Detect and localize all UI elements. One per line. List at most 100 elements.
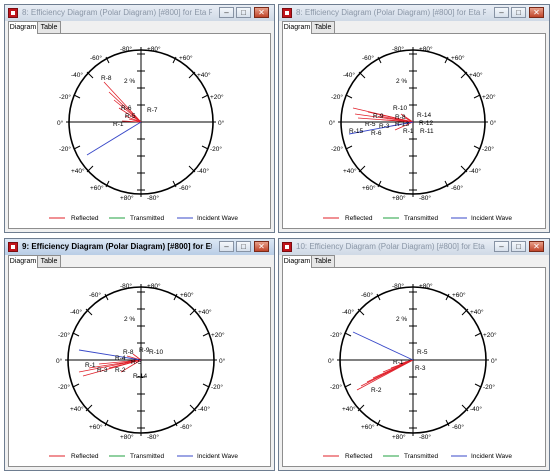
tab-diagram[interactable]: Diagram xyxy=(282,255,312,268)
angle-label: +80° xyxy=(419,282,433,290)
angle-label: -80° xyxy=(147,194,159,202)
diagram-panel: -80° +80° -60° +60° -40° +40° -20° +20° … xyxy=(8,33,271,229)
angle-label: -80° xyxy=(419,433,431,441)
title-bar[interactable]: 8: Efficiency Diagram (Polar Diagram) [#… xyxy=(279,5,549,21)
angle-label: -40° xyxy=(342,308,354,316)
angle-label: +40° xyxy=(469,71,483,79)
angle-label: +80° xyxy=(120,194,134,202)
maximize-button[interactable]: □ xyxy=(511,241,526,252)
incident-line xyxy=(348,121,414,135)
angle-label: +40° xyxy=(71,167,85,175)
legend-incident: Incident Wave xyxy=(197,453,238,460)
angle-label: +80° xyxy=(392,433,406,441)
angle-label: +20° xyxy=(483,331,497,339)
angle-label: +40° xyxy=(197,71,211,79)
title-bar[interactable]: 9: Efficiency Diagram (Polar Diagram) [#… xyxy=(5,239,274,255)
ray-label: R-15 xyxy=(349,128,363,135)
polar-diagram: -80° +80° -60° +60° -40° +40° -20° +20° … xyxy=(49,45,238,222)
close-button[interactable]: ✕ xyxy=(529,7,544,18)
legend-incident: Incident Wave xyxy=(197,215,238,222)
legend: Reflected Transmitted Incident Wave xyxy=(323,215,512,222)
tab-table[interactable]: Table xyxy=(311,255,335,267)
ray-label: R-5 xyxy=(125,113,136,120)
legend-transmitted: Transmitted xyxy=(404,453,438,460)
ray-label: R-10 xyxy=(149,349,163,356)
ray-label: R-10 xyxy=(393,105,407,112)
angle-label: +60° xyxy=(180,291,194,299)
minimize-button[interactable]: – xyxy=(219,7,234,18)
diagram-window-2[interactable]: 8: Efficiency Diagram (Polar Diagram) [#… xyxy=(278,4,550,233)
tab-table[interactable]: Table xyxy=(37,21,61,33)
angle-label: -40° xyxy=(470,405,482,413)
angle-label: -20° xyxy=(59,93,71,101)
angle-label: +80° xyxy=(419,45,433,53)
window-title: 10: Efficiency Diagram (Polar Diagram) [… xyxy=(296,242,486,251)
legend-transmitted: Transmitted xyxy=(404,215,438,222)
angle-label: -20° xyxy=(59,145,71,153)
ray-label: R-3 xyxy=(379,123,390,130)
maximize-button[interactable]: □ xyxy=(236,241,251,252)
angle-label: +60° xyxy=(361,423,375,431)
angle-label: -80° xyxy=(147,433,159,441)
angle-label: -80° xyxy=(120,45,132,53)
angle-label: 0° xyxy=(491,357,498,365)
tab-table[interactable]: Table xyxy=(37,255,61,267)
ray-label: R-6 xyxy=(121,105,132,112)
legend: Reflected Transmitted Incident Wave xyxy=(49,215,238,222)
angle-label: -20° xyxy=(482,145,494,153)
ray-label: R-9 xyxy=(139,347,150,354)
ray-label: R-5 xyxy=(131,359,142,366)
diagram-window-1[interactable]: 8: Efficiency Diagram (Polar Diagram) [#… xyxy=(4,4,275,233)
legend: Reflected Transmitted Incident Wave xyxy=(49,453,238,460)
tab-diagram[interactable]: Diagram xyxy=(282,21,312,34)
tab-table[interactable]: Table xyxy=(311,21,335,33)
angle-label: -40° xyxy=(198,405,210,413)
ray-label: R-3 xyxy=(415,365,426,372)
angle-label: +60° xyxy=(452,291,466,299)
tab-diagram[interactable]: Diagram xyxy=(8,21,38,34)
ray-label: R-9 xyxy=(373,113,384,120)
legend-reflected: Reflected xyxy=(71,215,99,222)
minimize-button[interactable]: – xyxy=(494,241,509,252)
angle-label: 0° xyxy=(490,119,497,127)
angle-label: -20° xyxy=(331,145,343,153)
angle-label: -20° xyxy=(58,383,70,391)
angle-label: +40° xyxy=(70,405,84,413)
angle-label: -80° xyxy=(392,45,404,53)
close-button[interactable]: ✕ xyxy=(254,7,269,18)
angle-label: -20° xyxy=(211,383,223,391)
close-button[interactable]: ✕ xyxy=(529,241,544,252)
ray-label: R-11 xyxy=(420,128,434,135)
angle-label: +20° xyxy=(210,93,224,101)
ray-label: R-8 xyxy=(123,349,134,356)
ray-label: R-1 xyxy=(113,121,124,128)
angle-label: -40° xyxy=(71,71,83,79)
angle-label: +80° xyxy=(392,194,406,202)
angle-label: -20° xyxy=(483,383,495,391)
minimize-button[interactable]: – xyxy=(494,7,509,18)
angle-label: +20° xyxy=(482,93,496,101)
angle-label: +60° xyxy=(362,184,376,192)
legend: Reflected Transmitted Incident Wave xyxy=(323,453,512,460)
title-bar[interactable]: 8: Efficiency Diagram (Polar Diagram) [#… xyxy=(5,5,274,21)
tab-diagram[interactable]: Diagram xyxy=(8,255,38,268)
angle-label: -40° xyxy=(469,167,481,175)
maximize-button[interactable]: □ xyxy=(236,7,251,18)
legend-incident: Incident Wave xyxy=(471,215,512,222)
diagram-panel: -80° +80° -60° +60° -40° +40° -20° +20° … xyxy=(8,267,271,467)
diagram-window-3[interactable]: 9: Efficiency Diagram (Polar Diagram) [#… xyxy=(4,238,275,471)
angle-label: +40° xyxy=(198,308,212,316)
angle-label: -20° xyxy=(331,93,343,101)
minimize-button[interactable]: – xyxy=(219,241,234,252)
polar-diagram: -80° +80° -60° +60° -40° +40° -20° +20° … xyxy=(323,282,512,460)
reflected-lines xyxy=(352,107,414,131)
close-button[interactable]: ✕ xyxy=(254,241,269,252)
diagram-panel: -80° +80° -60° +60° -40° +40° -20° +20° … xyxy=(282,267,546,467)
diagram-window-4[interactable]: 10: Efficiency Diagram (Polar Diagram) [… xyxy=(278,238,550,471)
angle-label: -60° xyxy=(451,184,463,192)
angle-label: 0° xyxy=(329,119,336,127)
ray-label: R-14 xyxy=(417,112,431,119)
maximize-button[interactable]: □ xyxy=(511,7,526,18)
title-bar[interactable]: 10: Efficiency Diagram (Polar Diagram) [… xyxy=(279,239,549,255)
angle-label: -20° xyxy=(210,145,222,153)
